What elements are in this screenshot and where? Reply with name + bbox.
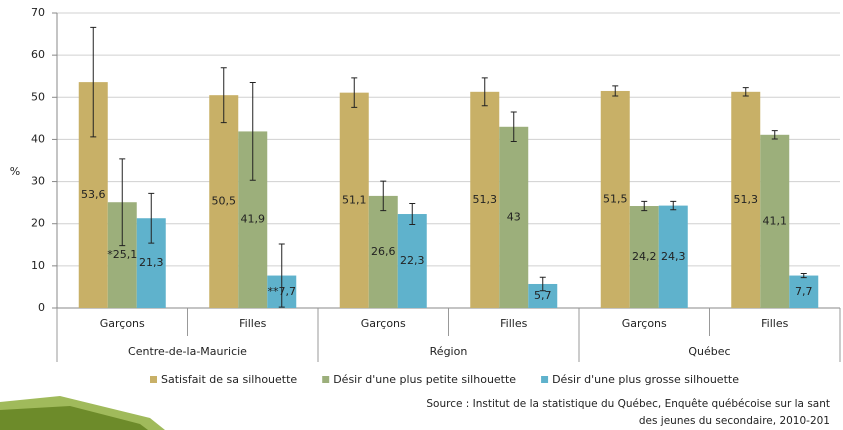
legend-label: Désir d'une plus petite silhouette bbox=[333, 373, 516, 386]
bar bbox=[499, 126, 529, 309]
y-axis-label: % bbox=[10, 165, 20, 178]
y-tick-label: 0 bbox=[38, 301, 45, 314]
x-tick-label: Garçons bbox=[100, 317, 145, 330]
bar bbox=[731, 91, 761, 308]
error-bar bbox=[612, 85, 619, 97]
bar bbox=[397, 214, 427, 308]
data-label: 24,2 bbox=[632, 250, 657, 263]
error-bar bbox=[90, 26, 97, 138]
data-label: 24,3 bbox=[661, 250, 686, 263]
source: Source : Institut de la statistique du Q… bbox=[426, 398, 830, 410]
data-label: 51,3 bbox=[473, 193, 498, 206]
data-label: 51,5 bbox=[603, 192, 628, 205]
bar bbox=[600, 90, 630, 308]
bar bbox=[629, 206, 659, 308]
data-label: *25,1 bbox=[107, 248, 137, 261]
x-tick-label: Filles bbox=[761, 317, 788, 330]
error-bar bbox=[481, 77, 488, 107]
y-tick-label: 70 bbox=[31, 6, 45, 19]
data-label: 5,7 bbox=[534, 289, 552, 302]
data-label: 51,1 bbox=[342, 193, 367, 206]
y-tick-label: 60 bbox=[31, 48, 45, 61]
x-tick-label: Garçons bbox=[361, 317, 406, 330]
y-tick-label: 50 bbox=[31, 90, 45, 103]
data-label: 53,6 bbox=[81, 188, 106, 201]
error-bar bbox=[220, 67, 227, 124]
bar bbox=[658, 205, 688, 308]
error-bar bbox=[641, 200, 648, 212]
error-bar bbox=[119, 158, 126, 247]
data-label: 51,3 bbox=[734, 193, 759, 206]
bar bbox=[470, 91, 500, 308]
group-label: Centre-de-la-Mauricie bbox=[128, 345, 247, 358]
y-tick-label: 10 bbox=[31, 259, 45, 272]
error-bar bbox=[670, 200, 677, 211]
group-label: Région bbox=[430, 345, 468, 358]
error-bar bbox=[800, 272, 807, 279]
legend-label: Satisfait de sa silhouette bbox=[161, 373, 297, 386]
error-bar bbox=[249, 82, 256, 181]
y-tick-label: 30 bbox=[31, 175, 45, 188]
data-label: 26,6 bbox=[371, 245, 396, 258]
decoration bbox=[0, 406, 148, 430]
bar bbox=[368, 195, 398, 308]
error-bar bbox=[409, 202, 416, 226]
error-bar bbox=[510, 111, 517, 143]
data-label: 50,5 bbox=[212, 195, 237, 208]
data-label: 41,9 bbox=[241, 213, 266, 226]
data-label: 21,3 bbox=[139, 256, 164, 269]
y-tick-label: 40 bbox=[31, 132, 45, 145]
bar bbox=[760, 134, 790, 308]
y-tick-label: 20 bbox=[31, 217, 45, 230]
x-tick-label: Garçons bbox=[622, 317, 667, 330]
bar bbox=[339, 92, 369, 309]
bar bbox=[209, 95, 239, 308]
x-tick-label: Filles bbox=[239, 317, 266, 330]
error-bar bbox=[380, 180, 387, 212]
data-label: 7,7 bbox=[795, 285, 813, 298]
data-label: 41,1 bbox=[763, 214, 788, 227]
error-bar bbox=[771, 130, 778, 140]
legend-swatch bbox=[150, 376, 157, 383]
error-bar bbox=[148, 192, 155, 244]
source: des jeunes du secondaire, 2010-201 bbox=[639, 415, 830, 427]
bar bbox=[789, 275, 819, 308]
data-label: 22,3 bbox=[400, 254, 425, 267]
group-label: Québec bbox=[688, 345, 730, 358]
data-label: 43 bbox=[507, 210, 521, 223]
x-tick-label: Filles bbox=[500, 317, 527, 330]
error-bar bbox=[278, 243, 285, 308]
legend-label: Désir d'une plus grosse silhouette bbox=[552, 373, 739, 386]
error-bar bbox=[539, 276, 546, 292]
legend-swatch bbox=[541, 376, 549, 383]
legend-swatch bbox=[322, 376, 330, 383]
error-bar bbox=[742, 87, 749, 97]
error-bar bbox=[351, 77, 358, 108]
